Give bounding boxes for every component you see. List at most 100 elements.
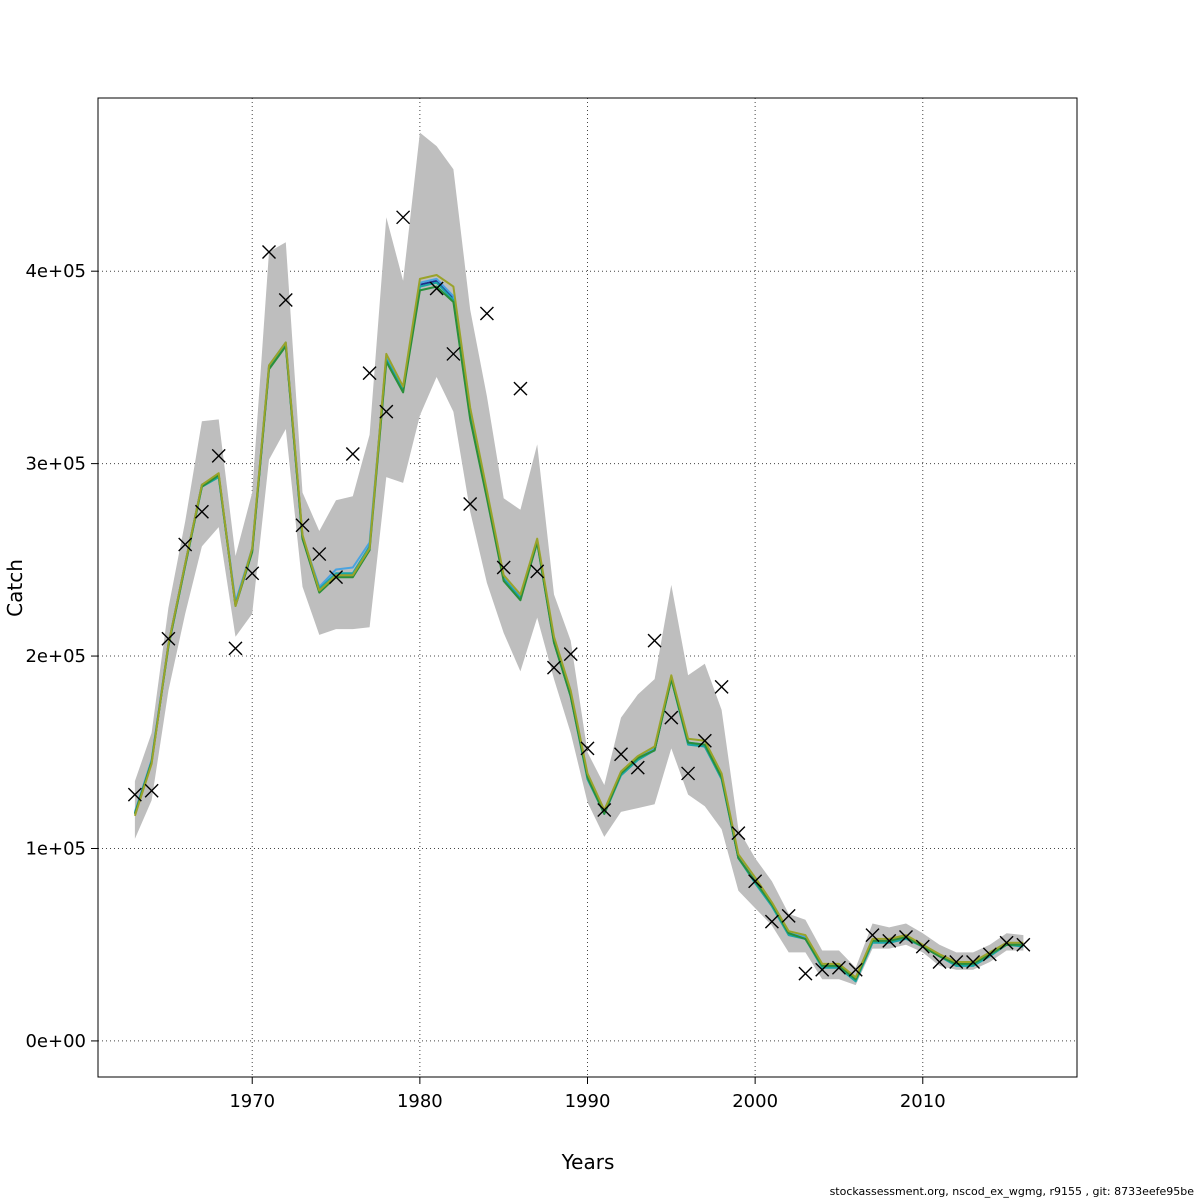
observed-point	[345, 447, 360, 461]
observed-point	[513, 381, 528, 396]
observed-point-stroke	[899, 930, 914, 945]
observed-point	[982, 947, 997, 962]
observed-point-stroke	[714, 679, 729, 694]
observed-point-stroke	[597, 803, 612, 817]
observed-point-stroke	[848, 962, 863, 977]
observed-catch-markers	[127, 210, 1031, 981]
observed-point	[463, 497, 478, 512]
observed-point	[245, 566, 260, 581]
observed-point-stroke	[580, 741, 595, 756]
observed-point-stroke	[546, 660, 561, 675]
observed-point-stroke	[966, 955, 981, 970]
observed-point	[848, 962, 863, 977]
observed-point-stroke	[429, 281, 444, 296]
observed-point	[681, 766, 696, 781]
observed-point-stroke	[647, 633, 662, 648]
y-tick-label: 0e+00	[25, 1031, 86, 1052]
observed-point	[295, 518, 310, 533]
observed-point	[144, 783, 159, 798]
x-axis: 1970 1980 1990 2000 2010	[229, 1077, 946, 1112]
observed-point	[161, 631, 176, 646]
observed-point	[563, 647, 578, 662]
observed-point-stroke	[1016, 937, 1031, 952]
y-tick-label: 4e+05	[25, 261, 86, 282]
observed-point-stroke	[496, 560, 511, 575]
observed-point-stroke	[295, 518, 310, 533]
observed-point-stroke	[563, 647, 578, 662]
observed-point	[278, 293, 293, 308]
observed-point-stroke	[697, 733, 712, 748]
observed-point-stroke	[228, 641, 243, 656]
x-tick-label: 2010	[900, 1091, 946, 1112]
observed-point	[546, 660, 561, 675]
observed-point	[496, 560, 511, 575]
confidence-band	[134, 132, 1024, 986]
series-line-5	[133, 274, 1024, 979]
observed-point-stroke	[999, 935, 1014, 950]
observed-point	[714, 679, 729, 694]
observed-point	[379, 404, 394, 419]
observed-point	[479, 306, 494, 321]
observed-point	[228, 641, 243, 656]
observed-point-stroke	[211, 448, 226, 463]
observed-point-stroke	[194, 504, 209, 519]
observed-point	[396, 210, 411, 225]
observed-point-stroke	[764, 914, 779, 929]
x-axis-title: Years	[561, 1150, 615, 1174]
observed-point	[932, 955, 947, 970]
observed-point	[915, 939, 930, 954]
observed-point-stroke	[513, 381, 528, 396]
observed-point	[630, 760, 645, 775]
observed-point	[329, 570, 344, 585]
observed-point	[697, 733, 712, 748]
observed-point	[899, 930, 914, 945]
observed-point-stroke	[530, 564, 545, 579]
observed-point	[949, 955, 964, 970]
observed-point-stroke	[815, 962, 830, 977]
observed-point-stroke	[178, 537, 193, 552]
observed-point	[764, 914, 779, 929]
observed-point	[865, 928, 880, 943]
observed-point-stroke	[882, 933, 897, 948]
y-axis: 0e+00 1e+05 2e+05 3e+05 4e+05	[25, 261, 98, 1052]
observed-point	[999, 935, 1014, 950]
observed-point	[798, 966, 813, 981]
observed-point	[882, 933, 897, 948]
observed-point	[530, 564, 545, 579]
observed-point-stroke	[278, 293, 293, 308]
observed-point	[1016, 937, 1031, 952]
y-tick-label: 1e+05	[25, 838, 86, 859]
observed-point-stroke	[731, 826, 746, 841]
observed-point	[647, 633, 662, 648]
observed-point	[731, 826, 746, 841]
observed-point-stroke	[781, 908, 796, 923]
observed-point	[194, 504, 209, 519]
observed-point-stroke	[329, 570, 344, 585]
observed-point-stroke	[798, 966, 813, 981]
observed-point-stroke	[932, 955, 947, 970]
observed-point-stroke	[479, 306, 494, 321]
observed-point	[429, 281, 444, 296]
observed-point-stroke	[261, 244, 276, 259]
observed-point-stroke	[614, 747, 629, 762]
observed-point	[966, 955, 981, 970]
observed-point	[261, 244, 276, 259]
observed-point-stroke	[982, 947, 997, 962]
y-tick-label: 3e+05	[25, 454, 86, 475]
observed-point	[781, 908, 796, 923]
observed-point-stroke	[345, 447, 360, 461]
x-tick-label: 1990	[565, 1091, 611, 1112]
observed-point	[815, 962, 830, 977]
observed-point	[127, 787, 142, 802]
observed-point	[580, 741, 595, 756]
footer-attribution: stockassessment.org, nscod_ex_wgmg, r915…	[829, 1185, 1194, 1198]
observed-point	[312, 547, 327, 562]
observed-point	[614, 747, 629, 762]
y-tick-label: 2e+05	[25, 646, 86, 667]
series-lines	[133, 274, 1024, 983]
observed-point-stroke	[312, 547, 327, 562]
observed-point-stroke	[127, 787, 142, 802]
observed-point-stroke	[463, 497, 478, 512]
x-tick-label: 1970	[229, 1091, 275, 1112]
